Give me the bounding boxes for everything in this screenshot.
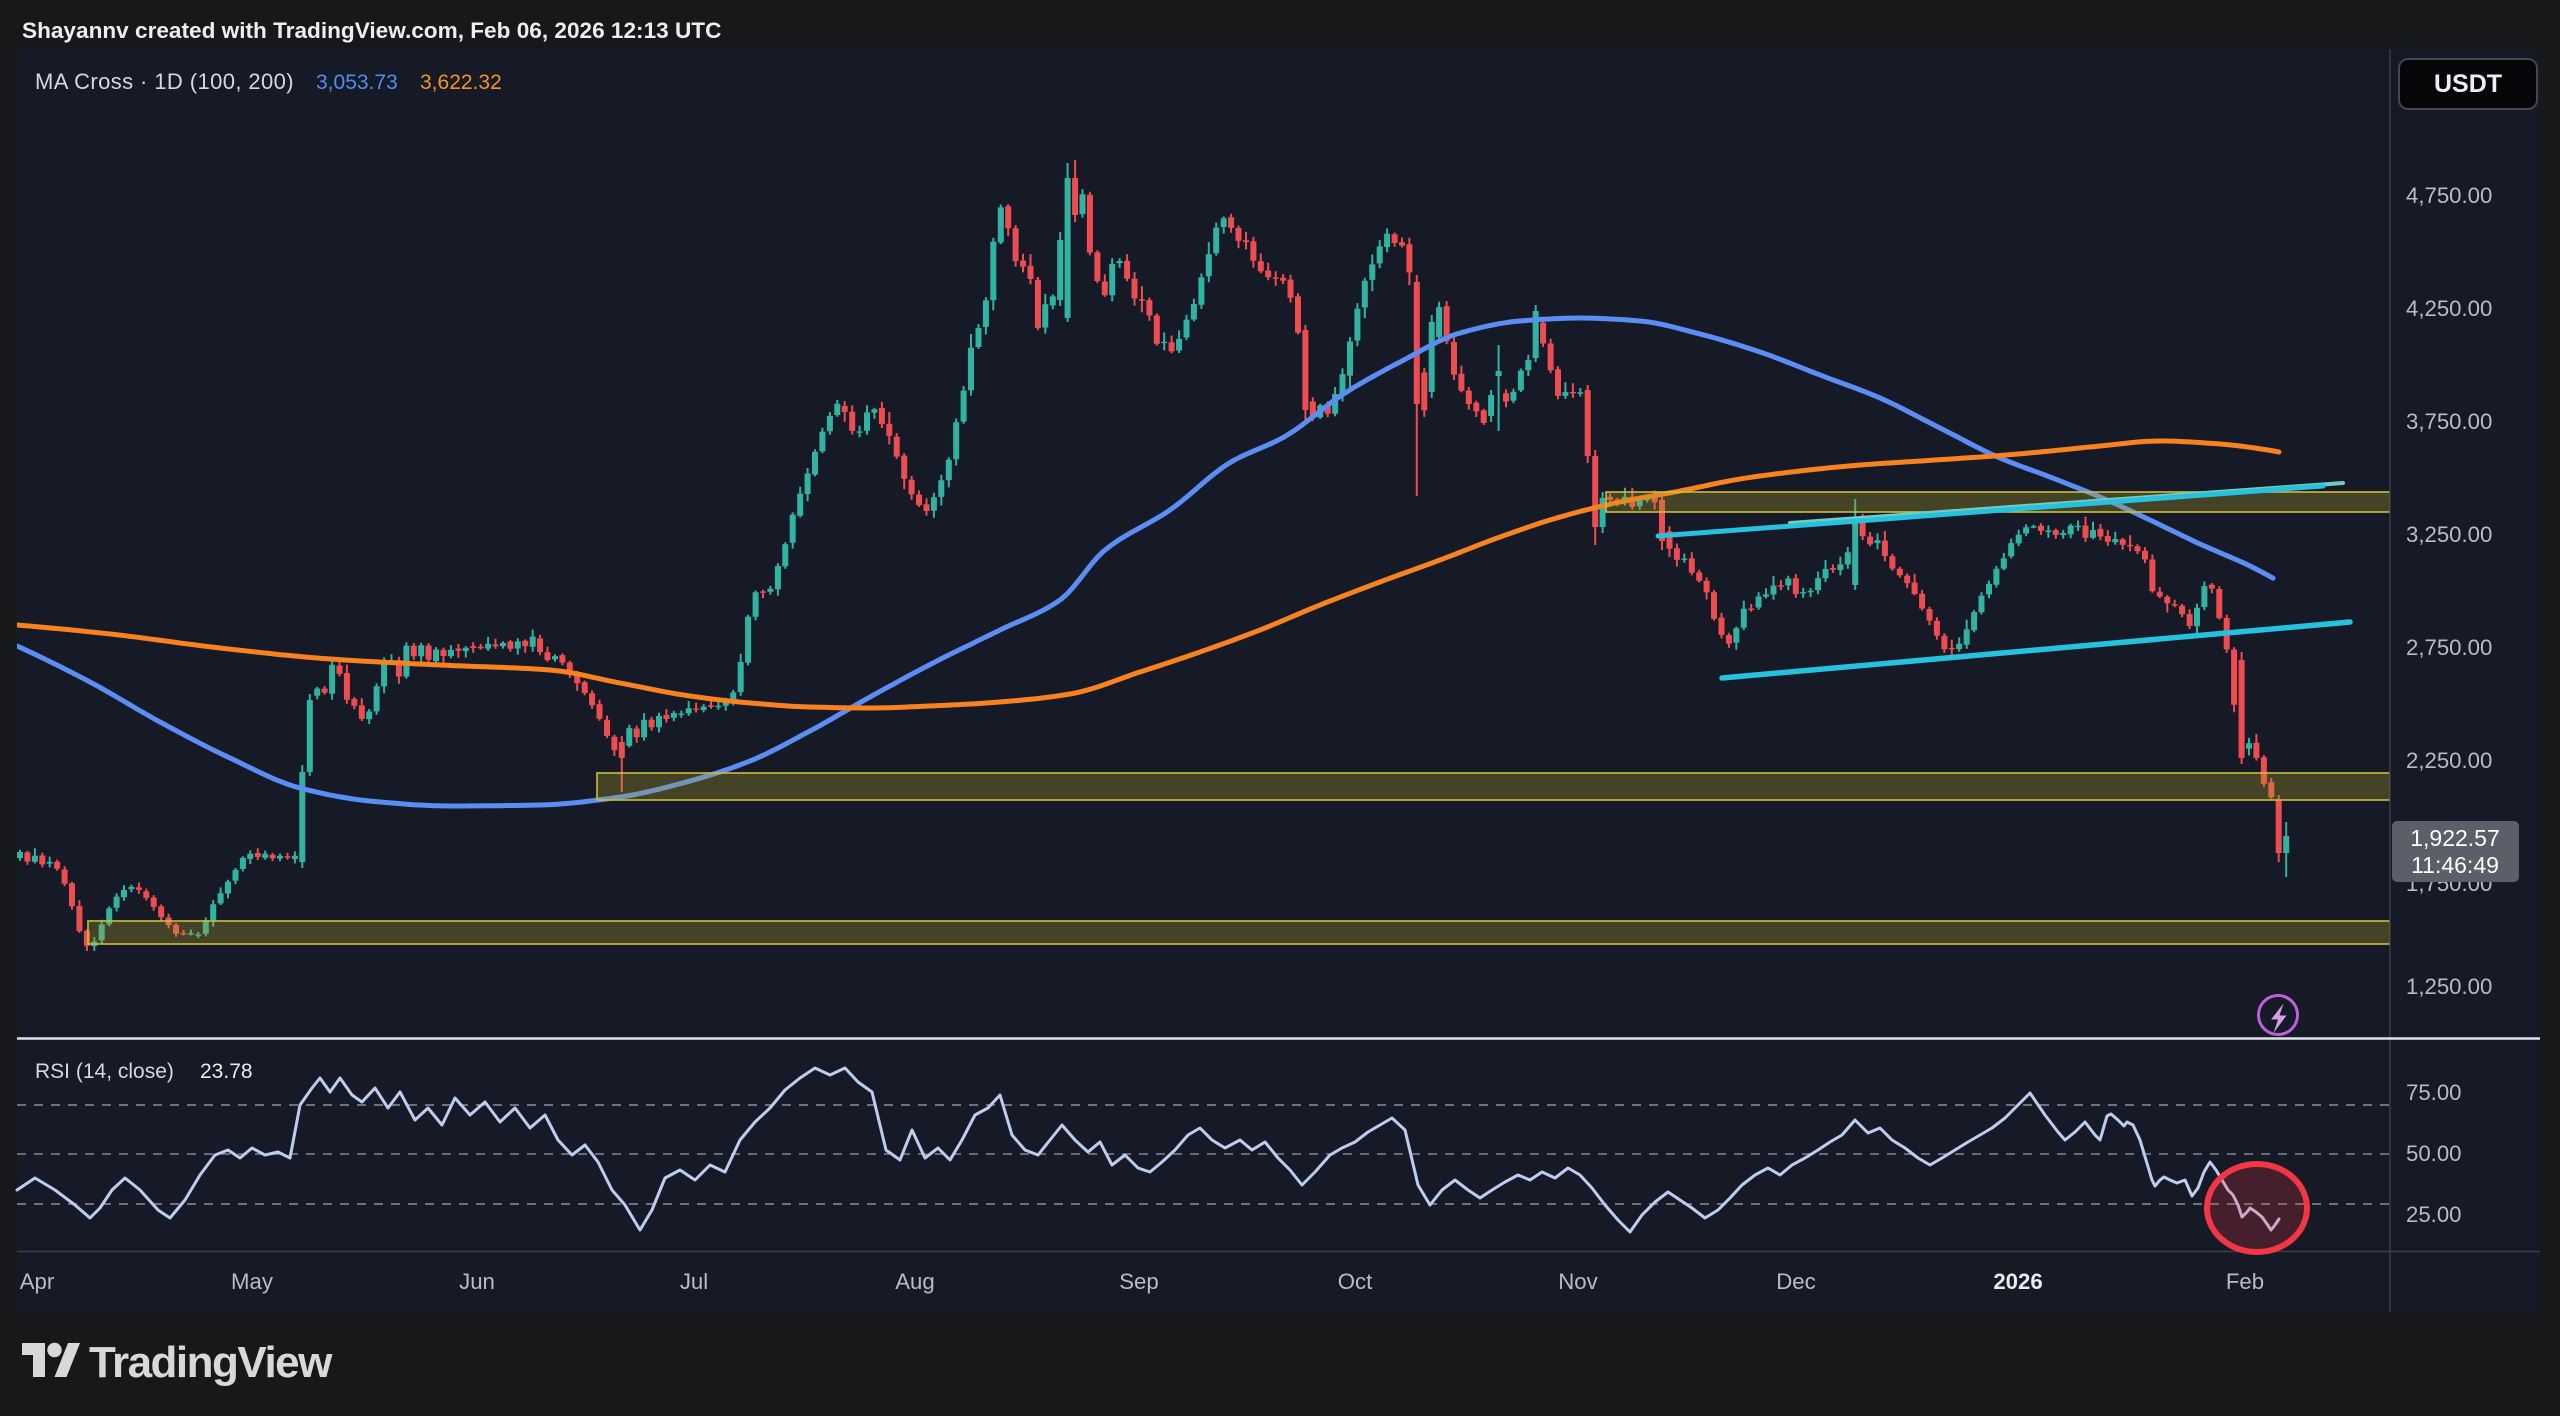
svg-text:4,250.00: 4,250.00	[2406, 296, 2492, 321]
svg-text:Shayannv created with TradingV: Shayannv created with TradingView.com, F…	[22, 18, 721, 43]
svg-text:2,250.00: 2,250.00	[2406, 748, 2492, 773]
svg-text:4,750.00: 4,750.00	[2406, 183, 2492, 208]
svg-text:2026: 2026	[1993, 1269, 2042, 1294]
svg-text:50.00: 50.00	[2406, 1141, 2462, 1166]
svg-text:Dec: Dec	[1776, 1269, 1815, 1294]
svg-text:RSI (14, close): RSI (14, close)	[35, 1060, 174, 1083]
svg-text:2,750.00: 2,750.00	[2406, 635, 2492, 660]
svg-text:3,053.73: 3,053.73	[316, 71, 398, 94]
svg-text:May: May	[231, 1269, 274, 1294]
svg-text:Nov: Nov	[1558, 1269, 1598, 1294]
svg-text:MA Cross · 1D (100, 200): MA Cross · 1D (100, 200)	[35, 69, 294, 94]
svg-text:Jul: Jul	[680, 1269, 708, 1294]
svg-text:Aug: Aug	[895, 1269, 934, 1294]
svg-text:3,750.00: 3,750.00	[2406, 409, 2492, 434]
svg-text:3,622.32: 3,622.32	[420, 71, 502, 94]
svg-text:Jun: Jun	[459, 1269, 495, 1294]
svg-text:23.78: 23.78	[200, 1060, 253, 1083]
svg-text:1,922.57: 1,922.57	[2410, 825, 2500, 851]
svg-text:TradingView: TradingView	[89, 1338, 333, 1387]
svg-text:Apr: Apr	[20, 1269, 55, 1294]
svg-text:3,250.00: 3,250.00	[2406, 522, 2492, 547]
svg-text:25.00: 25.00	[2406, 1202, 2462, 1227]
svg-text:Sep: Sep	[1119, 1269, 1158, 1294]
svg-text:1,250.00: 1,250.00	[2406, 974, 2492, 999]
svg-text:USDT: USDT	[2434, 70, 2502, 98]
svg-text:Oct: Oct	[1338, 1269, 1373, 1294]
svg-text:Feb: Feb	[2226, 1269, 2264, 1294]
svg-text:75.00: 75.00	[2406, 1080, 2462, 1105]
svg-text:11:46:49: 11:46:49	[2411, 852, 2499, 878]
